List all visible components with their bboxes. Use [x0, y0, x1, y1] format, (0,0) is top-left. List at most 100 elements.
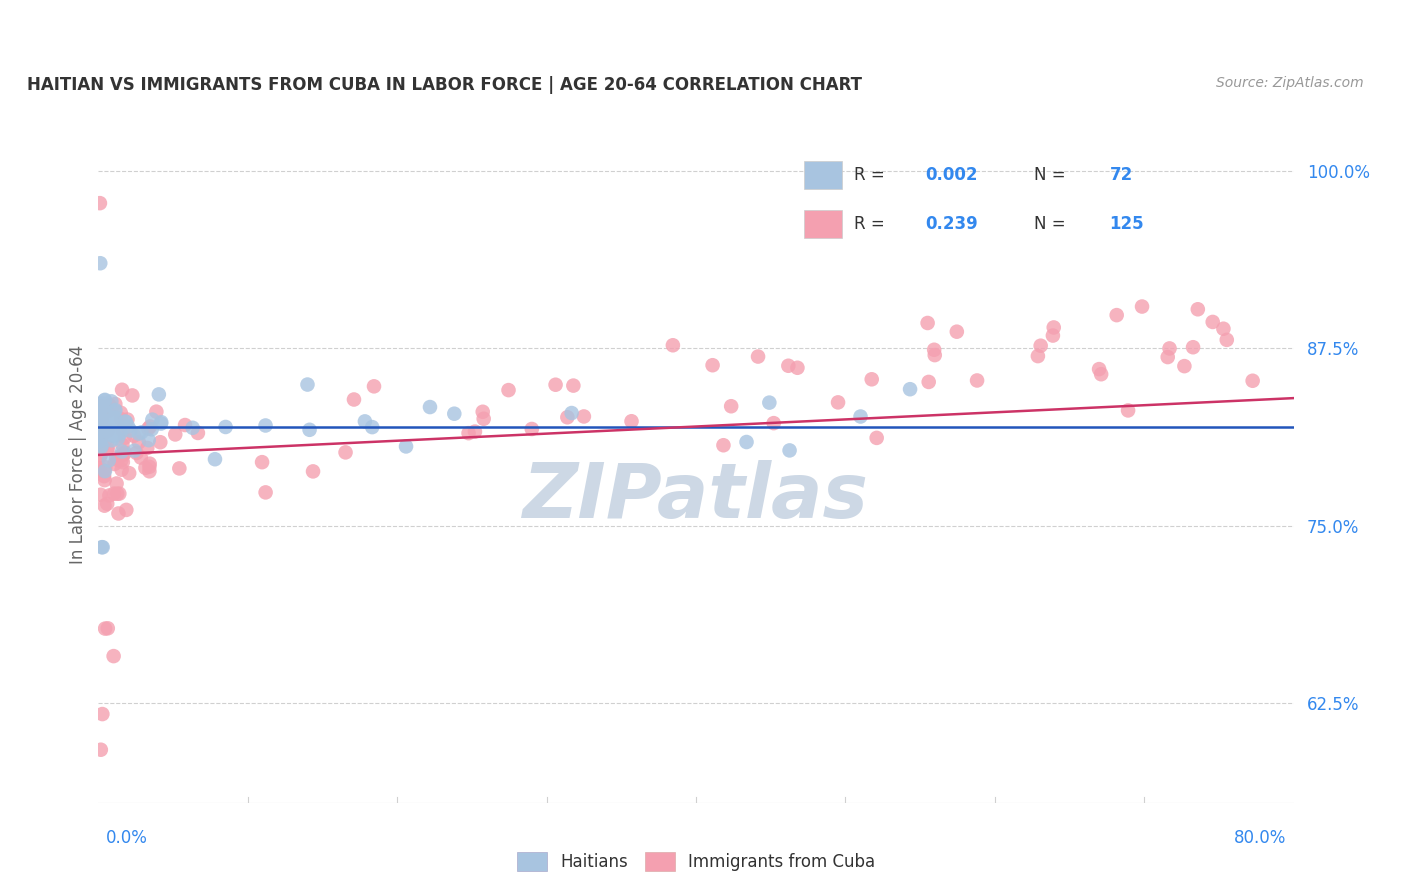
Point — [735, 435, 758, 450]
Point — [129, 450, 152, 465]
Point — [105, 450, 128, 465]
Point — [105, 486, 128, 500]
Text: N =: N = — [1035, 215, 1066, 233]
Text: Source: ZipAtlas.com: Source: ZipAtlas.com — [1216, 76, 1364, 90]
Point — [90, 399, 112, 413]
Point — [174, 418, 197, 433]
Point — [104, 414, 127, 428]
Point — [90, 440, 112, 454]
Point — [1159, 342, 1181, 356]
Point — [100, 434, 122, 448]
Point — [94, 405, 117, 419]
Point — [298, 423, 321, 437]
Point — [148, 387, 170, 401]
Point — [90, 540, 112, 554]
Point — [464, 425, 486, 439]
Point — [97, 453, 120, 467]
Point — [134, 460, 156, 475]
Point — [105, 476, 128, 491]
Point — [361, 420, 384, 434]
Point — [104, 417, 127, 432]
Point — [97, 621, 120, 635]
Point — [779, 443, 801, 458]
Point — [1216, 333, 1239, 347]
Point — [93, 469, 115, 483]
Point — [97, 424, 120, 438]
Point — [125, 446, 148, 460]
Point — [1090, 368, 1112, 382]
Point — [112, 448, 135, 462]
Point — [90, 423, 112, 437]
Point — [498, 383, 520, 397]
Point — [110, 406, 132, 420]
Point — [107, 432, 129, 446]
Point — [115, 503, 138, 517]
Point — [96, 442, 118, 456]
Text: R =: R = — [855, 166, 884, 184]
Point — [128, 426, 150, 441]
Point — [214, 420, 236, 434]
Point — [713, 438, 735, 452]
Point — [747, 350, 769, 364]
Point — [946, 325, 969, 339]
Point — [90, 438, 112, 452]
Point — [117, 412, 139, 426]
Point — [104, 428, 127, 442]
Point — [89, 401, 111, 416]
Point — [103, 486, 125, 500]
Point — [103, 457, 125, 471]
Point — [124, 443, 146, 458]
Point — [93, 464, 115, 478]
Point — [169, 461, 191, 475]
Point — [860, 372, 883, 386]
Point — [254, 485, 277, 500]
Point — [922, 343, 945, 357]
Point — [1088, 362, 1111, 376]
Point — [100, 428, 122, 442]
Point — [150, 415, 173, 429]
Point — [1105, 308, 1128, 322]
Point — [103, 649, 125, 664]
Point — [1187, 302, 1209, 317]
Point — [91, 428, 114, 442]
Point — [100, 413, 122, 427]
Point — [120, 424, 142, 438]
Text: 72: 72 — [1109, 166, 1133, 184]
Point — [89, 196, 111, 211]
Point — [702, 358, 724, 372]
Point — [89, 450, 111, 464]
Point — [97, 417, 120, 432]
Point — [561, 406, 583, 420]
Point — [254, 418, 277, 433]
Text: 0.0%: 0.0% — [105, 829, 148, 847]
Point — [111, 424, 134, 438]
Point — [110, 453, 132, 467]
Point — [620, 414, 643, 428]
Point — [128, 435, 150, 450]
Point — [89, 408, 111, 422]
Point — [110, 412, 132, 426]
Point — [94, 464, 117, 478]
Text: ZIPatlas: ZIPatlas — [523, 459, 869, 533]
Point — [471, 405, 494, 419]
Text: 0.002: 0.002 — [925, 166, 979, 184]
Point — [849, 409, 872, 424]
Point — [117, 419, 139, 434]
Text: R =: R = — [855, 215, 884, 233]
Point — [90, 448, 112, 462]
Point — [91, 707, 114, 722]
Point — [1042, 320, 1064, 334]
Point — [136, 441, 159, 455]
Point — [97, 440, 120, 454]
Point — [457, 426, 479, 441]
Point — [114, 445, 136, 459]
Point — [91, 396, 114, 410]
Point — [107, 453, 129, 467]
Point — [139, 419, 162, 434]
Point — [104, 410, 127, 425]
Point — [89, 425, 111, 439]
Point — [89, 256, 111, 270]
Point — [924, 348, 946, 362]
Point — [93, 413, 115, 427]
Point — [1157, 350, 1180, 364]
